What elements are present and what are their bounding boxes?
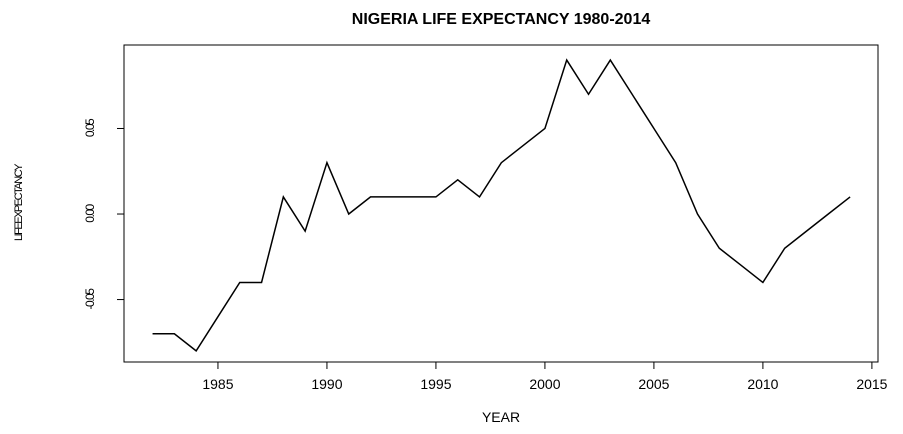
data-line xyxy=(152,58,851,352)
x-tick-label: 2005 xyxy=(638,376,669,392)
x-tick-label: 1990 xyxy=(311,376,342,392)
y-tick-label: 0.00 xyxy=(83,204,97,223)
y-tick-label: -0.05 xyxy=(83,288,97,310)
x-tick-label: 1985 xyxy=(202,376,233,392)
x-axis-label: YEAR xyxy=(482,409,520,425)
x-tick-label: 1995 xyxy=(420,376,451,392)
x-tick-label: 2015 xyxy=(856,376,887,392)
x-tick-label: 2010 xyxy=(747,376,778,392)
chart-title: NIGERIA LIFE EXPECTANCY 1980-2014 xyxy=(352,11,651,28)
x-tick-label: 2000 xyxy=(529,376,560,392)
y-axis-label: LIFEEXPECTANCY xyxy=(13,163,25,241)
y-tick-label: 0.05 xyxy=(83,118,97,137)
plot-frame xyxy=(123,44,879,363)
